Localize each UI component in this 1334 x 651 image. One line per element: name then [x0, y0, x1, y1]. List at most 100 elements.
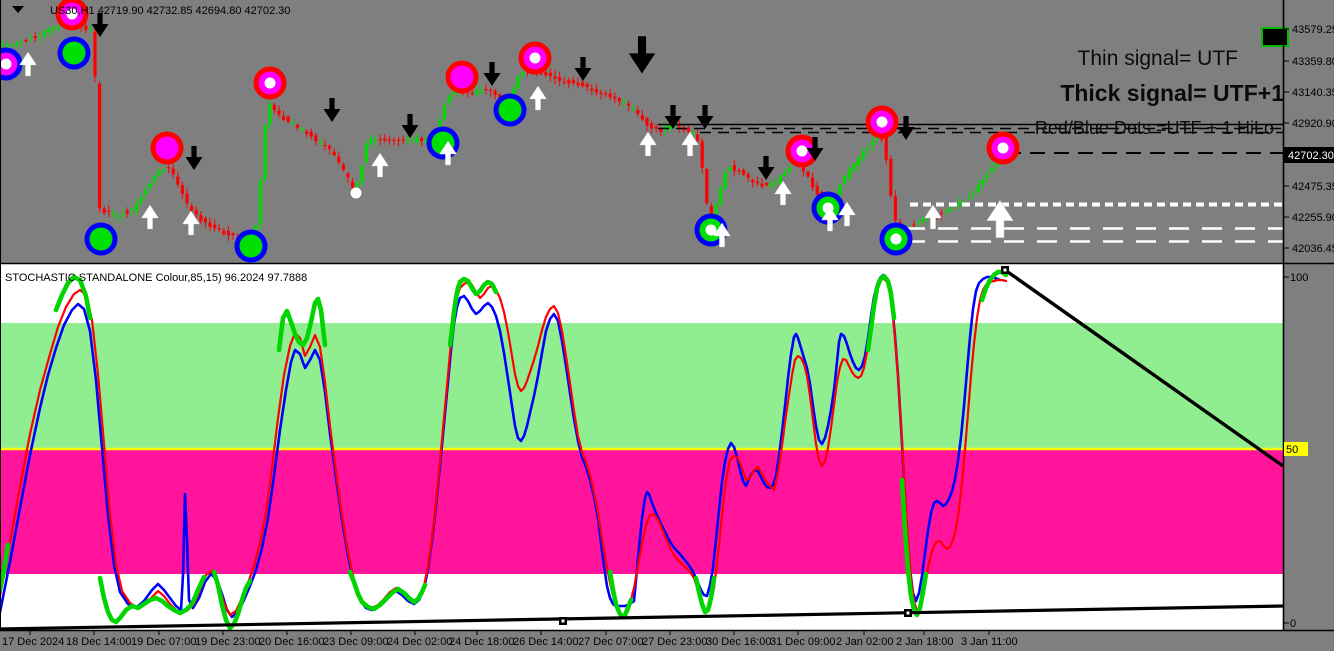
sell-dot-center — [0, 58, 12, 70]
candle-body — [521, 72, 525, 76]
candle-body — [811, 177, 815, 188]
candle-body — [604, 93, 608, 95]
candle-body — [815, 185, 819, 195]
time-axis-label[interactable]: 27 Dec 23:00 — [642, 636, 707, 648]
candle-body — [742, 170, 746, 175]
buy-arrow-icon — [821, 206, 839, 232]
stoch-green-line — [347, 569, 428, 612]
time-axis-label[interactable]: 19 Dec 07:00 — [131, 636, 196, 648]
candle-body — [300, 128, 304, 130]
candle-body — [88, 28, 92, 30]
candle-body — [949, 208, 953, 211]
candle-body — [286, 116, 290, 122]
buy-arrow-icon — [19, 51, 37, 77]
time-axis-label[interactable]: 30 Dec 16:00 — [706, 636, 771, 648]
annotation-thick-signal[interactable]: Thick signal= UTF+1 — [1060, 80, 1284, 106]
buy-arrow-icon — [639, 131, 657, 157]
candle-body — [755, 181, 759, 184]
sell-arrow-icon — [185, 146, 203, 170]
candle-body — [323, 145, 327, 147]
sell-arrow-icon — [696, 105, 714, 129]
candle-body — [130, 209, 134, 211]
stoch-upper-band — [0, 323, 1283, 449]
time-axis-label[interactable]: 3 Jan 11:00 — [961, 636, 1018, 648]
sell-dot-center — [529, 52, 541, 64]
candle-body — [709, 206, 713, 214]
sell-arrow-icon — [483, 62, 501, 86]
candle-body — [1, 44, 5, 46]
candle-body — [33, 36, 37, 39]
time-axis-label[interactable]: 20 Dec 16:00 — [259, 636, 324, 648]
sell-arrow-icon — [401, 114, 419, 138]
buy-arrow-icon — [774, 180, 792, 206]
time-axis-label[interactable]: 2 Jan 02:00 — [836, 636, 894, 648]
sell-arrow-icon — [664, 105, 682, 129]
stoch-scale-label: 100 — [1290, 272, 1308, 284]
candle-body — [640, 115, 644, 120]
candle-body — [116, 215, 120, 218]
candle-body — [801, 163, 805, 172]
candle-body — [866, 147, 870, 151]
candle-body — [567, 79, 571, 84]
sell-arrow-icon — [574, 57, 592, 81]
stoch-green-line — [899, 477, 929, 618]
trendline-handle-center — [561, 619, 565, 623]
candle-body — [346, 173, 350, 178]
candle-body — [705, 169, 709, 204]
stoch-green-line — [97, 574, 207, 625]
sell-arrow-thick-icon — [628, 36, 656, 74]
annotation-redblue-dots[interactable]: Red/Blue Dots =UTF + 1 HiLo — [1035, 118, 1274, 138]
candle-body — [328, 145, 332, 149]
candle-body — [199, 214, 203, 222]
current-price-label: 42702.30 — [1288, 150, 1334, 162]
sell-dot — [450, 65, 474, 89]
time-axis-label[interactable]: 31 Dec 09:00 — [770, 636, 835, 648]
candle-body — [148, 183, 152, 188]
candle-body — [259, 180, 263, 224]
candle-body — [360, 165, 364, 183]
candle-body — [916, 222, 920, 224]
candle-body — [24, 39, 28, 42]
price-scale-label: 42036.45 — [1292, 243, 1334, 255]
candle-body — [226, 230, 230, 236]
candle-body — [121, 213, 125, 216]
candle-body — [659, 128, 663, 133]
candle-body — [217, 228, 221, 230]
window-title: US30,H1 42719.90 42732.85 42694.80 42702… — [50, 5, 290, 17]
trendline-ascending[interactable] — [0, 604, 1284, 631]
candle-body — [111, 212, 115, 215]
candle-body — [654, 126, 658, 129]
annotation-thin-signal[interactable]: Thin signal= UTF — [1078, 47, 1238, 70]
candle-body — [958, 200, 962, 206]
candle-body — [783, 173, 787, 177]
rectangle-object[interactable] — [1261, 27, 1289, 47]
candle-body — [875, 137, 879, 140]
candle-body — [944, 210, 948, 212]
trendline-handle-center — [906, 611, 910, 615]
stoch-green-line — [447, 276, 499, 348]
candle-body — [185, 193, 189, 204]
time-axis-label[interactable]: 18 Dec 14:00 — [66, 636, 131, 648]
candle-body — [231, 233, 235, 236]
time-axis-label[interactable]: 24 Dec 02:00 — [387, 636, 452, 648]
candle-body — [194, 209, 198, 215]
sell-dot-center — [264, 77, 276, 89]
time-axis-label[interactable]: 26 Dec 14:00 — [513, 636, 578, 648]
candle-body — [921, 218, 925, 222]
stoch-50-tag — [1284, 442, 1308, 456]
time-axis-label[interactable]: 2 Jan 18:00 — [896, 636, 954, 648]
symbol-dropdown-icon[interactable] — [12, 6, 24, 13]
candle-body — [981, 180, 985, 185]
candle-body — [291, 122, 295, 124]
time-axis-label[interactable]: 27 Dec 07:00 — [578, 636, 643, 648]
candle-body — [585, 83, 589, 88]
time-axis-label[interactable]: 17 Dec 2024 — [2, 636, 64, 648]
time-axis-label[interactable]: 23 Dec 09:00 — [323, 636, 388, 648]
time-axis-label[interactable]: 19 Dec 23:00 — [195, 636, 260, 648]
candle-body — [939, 212, 943, 214]
candle-body — [332, 151, 336, 156]
trendline-descending[interactable] — [1004, 268, 1284, 468]
candle-body — [852, 163, 856, 172]
price-scale-label: 43140.35 — [1292, 87, 1334, 99]
time-axis-label[interactable]: 24 Dec 18:00 — [449, 636, 514, 648]
